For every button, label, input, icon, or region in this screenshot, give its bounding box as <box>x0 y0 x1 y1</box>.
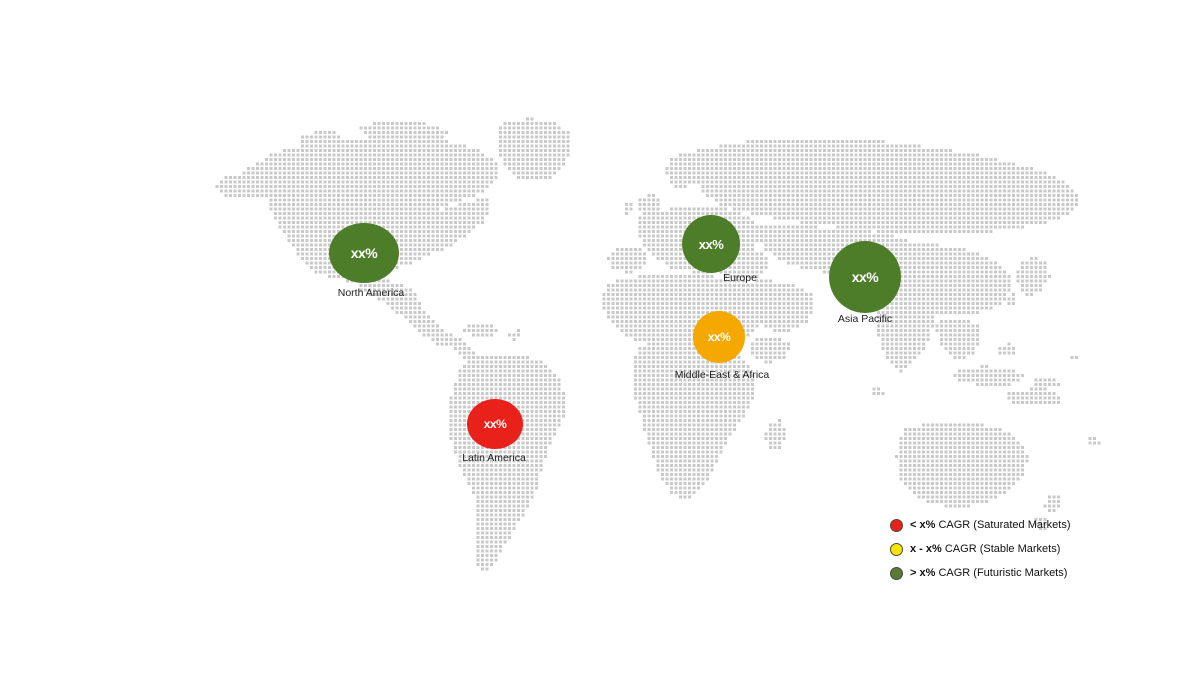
legend-desc-saturated: CAGR (Saturated Markets) <box>935 519 1071 531</box>
legend-range-stable: x - x% <box>910 543 942 555</box>
legend-label-stable: x - x% CAGR (Stable Markets) <box>910 543 1060 555</box>
region-label-europe: Europe <box>723 272 757 284</box>
legend-label-futuristic: > x% CAGR (Futuristic Markets) <box>910 567 1067 579</box>
region-label-middle-east-africa: Middle-East & Africa <box>674 369 770 381</box>
region-label-north-america: North America <box>337 287 405 299</box>
legend-label-saturated: < x% CAGR (Saturated Markets) <box>910 519 1070 531</box>
legend-item-saturated: < x% CAGR (Saturated Markets) <box>890 518 1070 532</box>
region-label-latin-america: Latin America <box>462 452 526 464</box>
region-bubble-europe[interactable]: xx% <box>682 215 740 273</box>
legend-desc-stable: CAGR (Stable Markets) <box>941 543 1061 555</box>
region-bubble-north-america[interactable]: xx% <box>329 223 399 283</box>
region-label-asia-pacific: Asia Pacific <box>837 313 893 325</box>
legend-range-futuristic: > x% <box>910 567 936 579</box>
legend-desc-futuristic: CAGR (Futuristic Markets) <box>935 567 1068 579</box>
region-value-europe: xx% <box>698 236 724 252</box>
legend-dot-stable <box>890 542 903 556</box>
region-bubble-latin-america[interactable]: xx% <box>467 399 523 449</box>
legend-range-saturated: < x% <box>910 519 936 531</box>
legend-item-stable: x - x% CAGR (Stable Markets) <box>890 542 1070 556</box>
legend: < x% CAGR (Saturated Markets) x - x% CAGR… <box>890 518 1070 580</box>
region-bubble-middle-east-africa[interactable]: xx% <box>693 311 745 363</box>
legend-item-futuristic: > x% CAGR (Futuristic Markets) <box>890 566 1070 580</box>
region-bubble-asia-pacific[interactable]: xx% <box>829 241 901 313</box>
region-value-asia-pacific: xx% <box>851 269 879 285</box>
legend-dot-saturated <box>890 518 903 532</box>
region-value-north-america: xx% <box>350 245 378 261</box>
region-value-latin-america: xx% <box>483 417 507 431</box>
legend-dot-futuristic <box>890 566 903 580</box>
region-value-middle-east-africa: xx% <box>707 330 731 344</box>
